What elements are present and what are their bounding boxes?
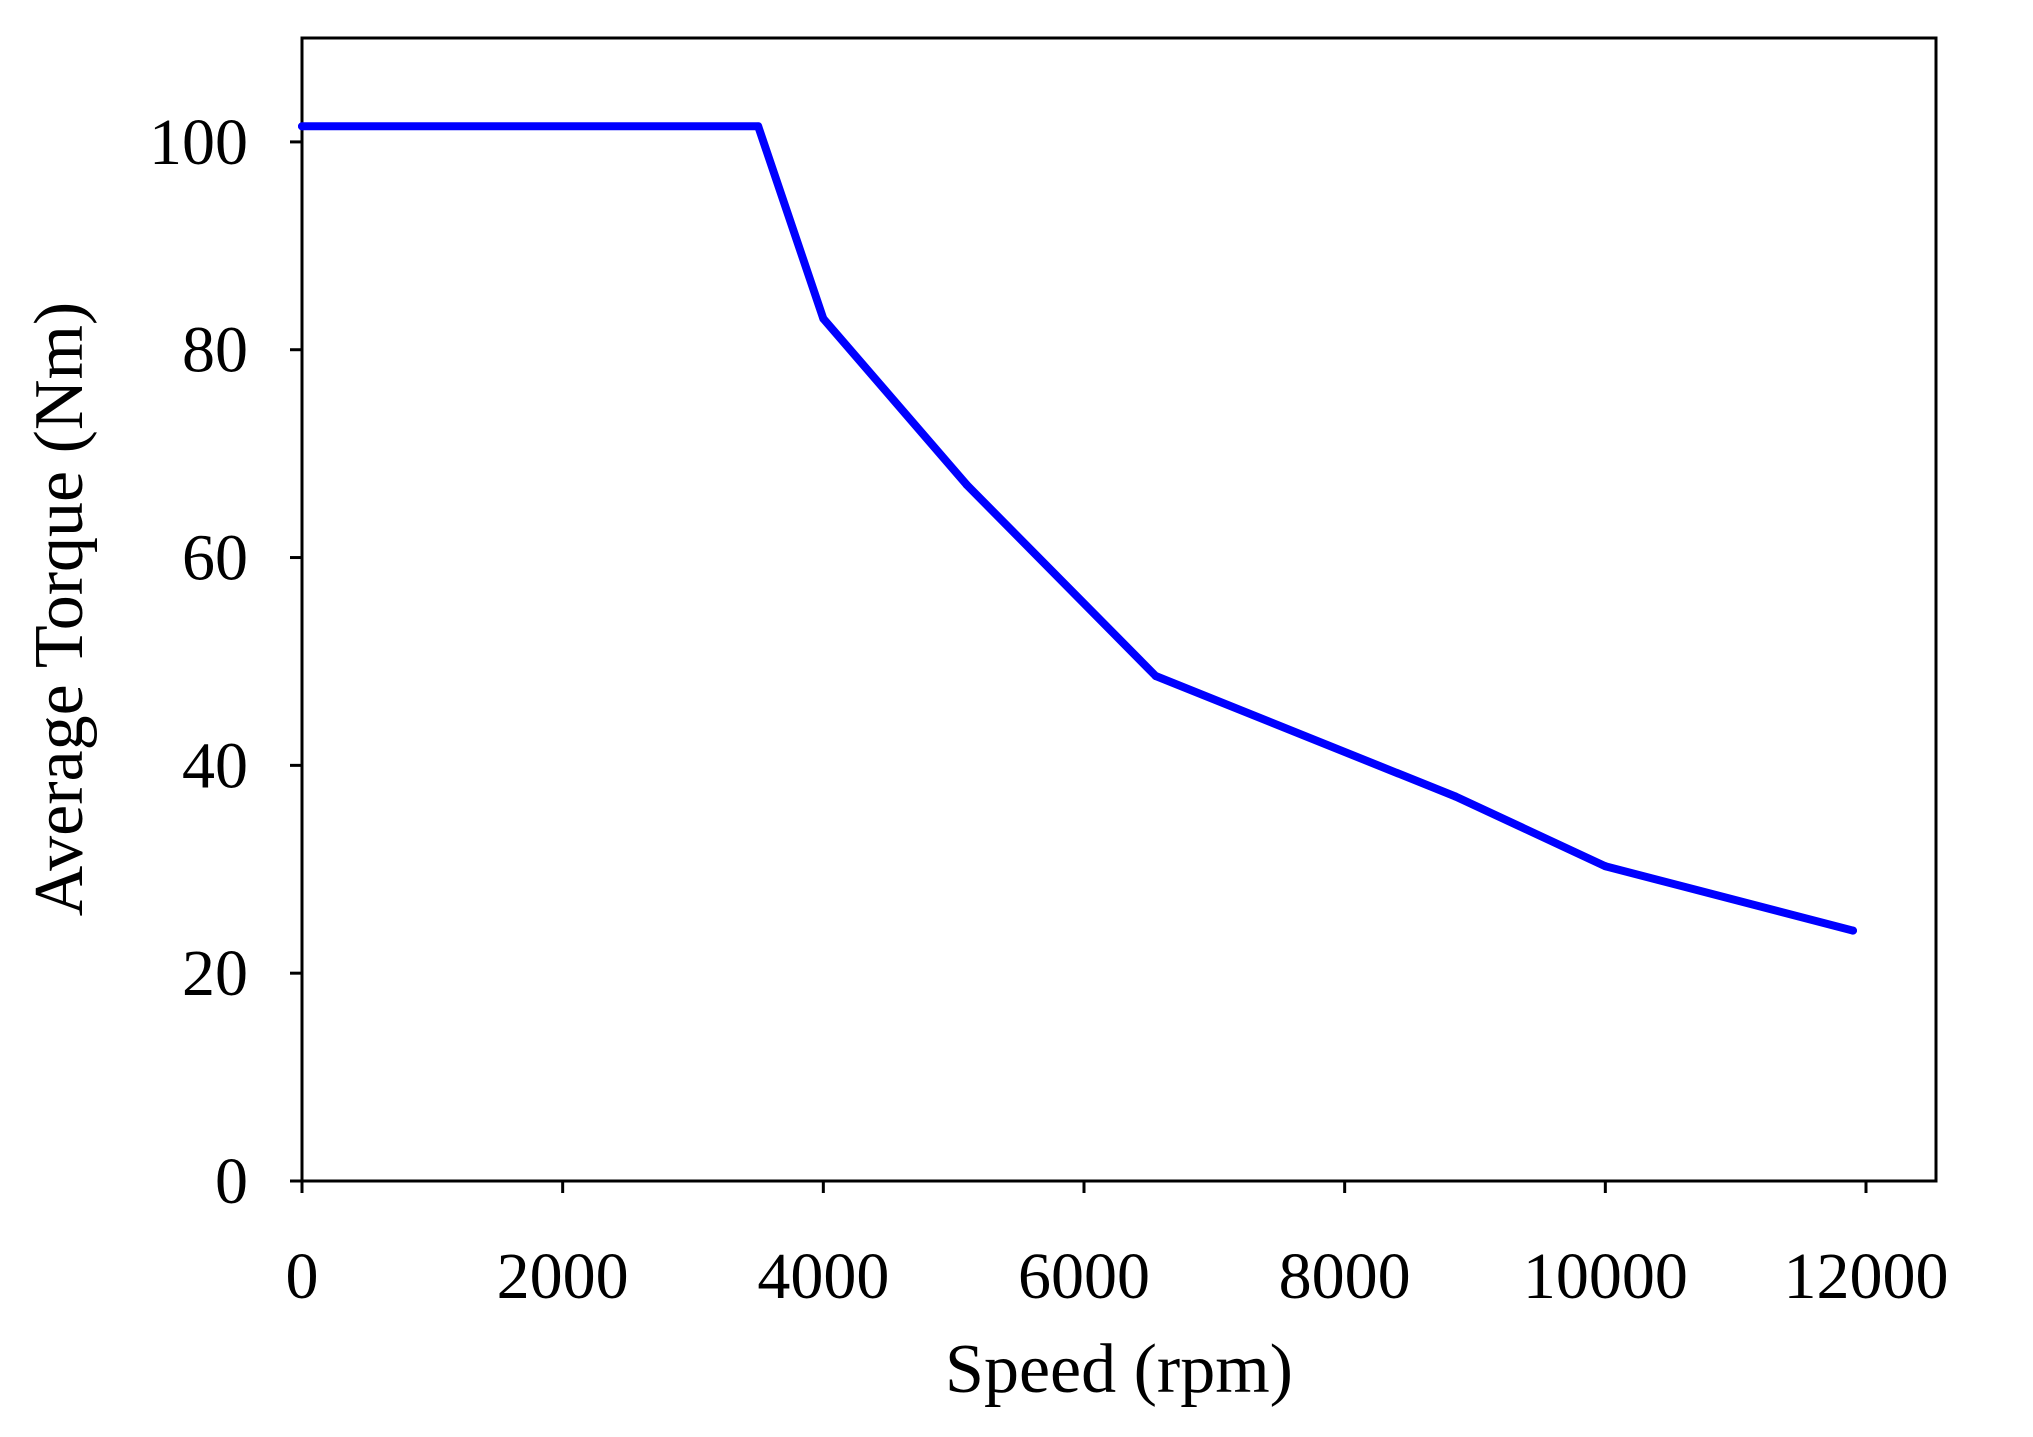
y-tick-label: 100 (149, 106, 248, 179)
series-layer (298, 122, 1857, 935)
data-point (1848, 926, 1857, 935)
x-tick-label: 12000 (1784, 1240, 1949, 1313)
data-point (1151, 672, 1160, 681)
data-point (1601, 862, 1610, 871)
data-point (754, 122, 763, 131)
y-tick-label: 60 (182, 522, 248, 595)
x-axis-label: Speed (rpm) (945, 1331, 1293, 1408)
x-tick-label: 8000 (1279, 1240, 1411, 1313)
x-tick-label: 10000 (1523, 1240, 1688, 1313)
y-tick-label: 0 (215, 1145, 248, 1218)
y-tick-label: 20 (182, 937, 248, 1010)
x-tick-label: 2000 (497, 1240, 629, 1313)
x-tick-label: 4000 (757, 1240, 889, 1313)
y-tick-label: 40 (182, 729, 248, 802)
y-axis-label: Average Torque (Nm) (21, 302, 98, 916)
data-point (1451, 792, 1460, 801)
series-line (298, 122, 1857, 935)
y-tick-label: 80 (182, 314, 248, 387)
x-axis: 0 2000 4000 6000 8000 10000 12000 (286, 1181, 1949, 1313)
plot-frame (300, 36, 1938, 1183)
x-tick-label: 0 (286, 1240, 319, 1313)
x-tick-label: 6000 (1018, 1240, 1150, 1313)
data-point (962, 480, 971, 489)
y-axis: 0 20 40 60 80 100 (149, 106, 302, 1218)
data-point (298, 122, 306, 131)
data-point (819, 314, 828, 323)
